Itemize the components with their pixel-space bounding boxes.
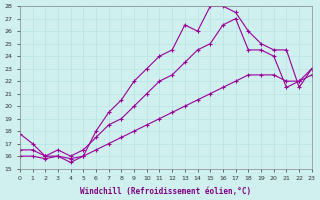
X-axis label: Windchill (Refroidissement éolien,°C): Windchill (Refroidissement éolien,°C) xyxy=(80,187,252,196)
